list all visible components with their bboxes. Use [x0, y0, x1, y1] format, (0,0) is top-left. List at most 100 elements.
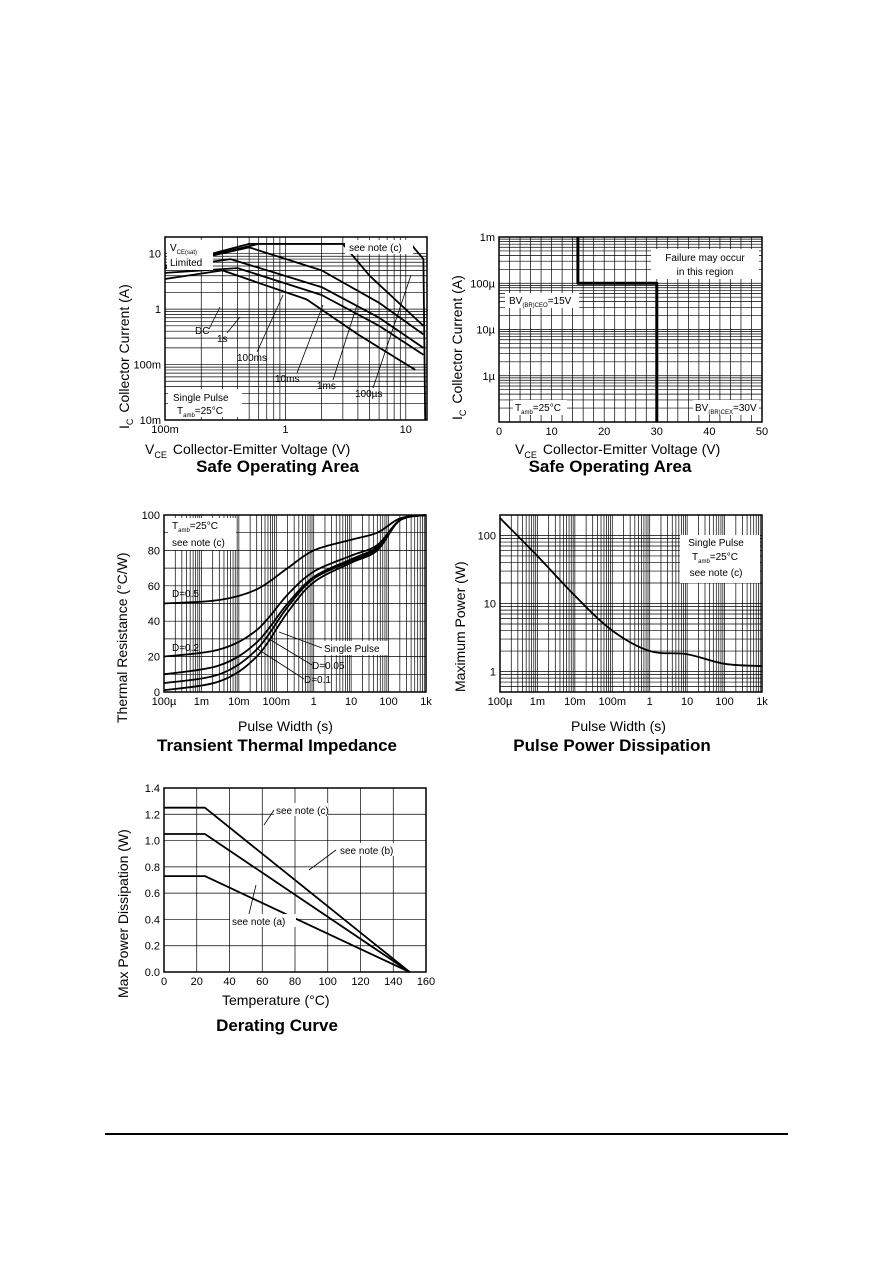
thermal-impedance-ylabel: Thermal Resistance (°C/W)	[114, 552, 130, 723]
derating-label-b: see note (b)	[340, 846, 393, 857]
label-backdrop	[345, 240, 413, 254]
vsat-limited-label: Limited	[170, 258, 202, 269]
x-tick-label: 10	[345, 696, 357, 708]
x-tick-label: 120	[351, 976, 369, 988]
thermal-series-single-line	[163, 514, 427, 692]
x-tick-label: 160	[417, 976, 435, 988]
pulse-power-plot: 100µ 1m 10m 100m 1 10 100 1k 1 10 100 Single Pulse T…	[452, 514, 768, 734]
y-tick-label: 100	[142, 510, 160, 522]
soa-linear-title: Safe Operating Area	[528, 457, 692, 476]
derating-label-a: see note (a)	[232, 917, 285, 928]
annotation-leader	[308, 849, 337, 871]
label-d02: D=0.2	[172, 643, 199, 654]
label-backdrop	[680, 535, 760, 583]
x-tick-label: 10	[545, 426, 557, 438]
soa-linear-plot: 0 10 20 30 40 50 1µ 10µ 100µ 1m Failure may occur i…	[449, 232, 768, 460]
y-tick-label: 40	[148, 616, 160, 628]
y-tick-label: 100	[478, 530, 496, 542]
y-tick-label: 0	[154, 687, 160, 699]
x-tick-label: 1m	[530, 696, 545, 708]
y-tick-label: 100µ	[470, 278, 495, 290]
label-backdrop	[168, 518, 236, 550]
derating-plot: 0 20 40 60 80 100 120 140 160 0.0 0.2 0.4 0.6 0.8 1.0 1…	[115, 783, 435, 1008]
soa-linear-ylabel: ICCollector Current (A)	[449, 275, 468, 420]
x-tick-label: 10	[681, 696, 693, 708]
label-backdrop	[505, 293, 579, 308]
bv-ceo-label: BV(BR)CEO=15V	[509, 296, 572, 309]
annotation-leader	[208, 306, 221, 330]
derating-note-b-line	[164, 833, 411, 973]
pulse-label: Single Pulse	[688, 538, 744, 549]
label-backdrop	[651, 249, 759, 279]
pulse-power-line	[499, 517, 763, 667]
thermal-impedance-plot: 100µ 1m 10m 100m 1 10 100 1k 0 20 40 60 80 100 Tamb=25…	[114, 510, 432, 734]
y-tick-label: 0.4	[145, 914, 160, 926]
x-tick-label: 20	[598, 426, 610, 438]
y-tick-label: 0.6	[145, 888, 160, 900]
y-tick-label: 60	[148, 581, 160, 593]
label-backdrop	[693, 400, 759, 415]
soa-log-title: Safe Operating Area	[196, 457, 359, 476]
label-backdrop	[167, 240, 213, 270]
label-backdrop	[338, 843, 404, 856]
x-tick-label: 100	[379, 696, 397, 708]
plot-frame	[163, 787, 427, 973]
label-dc: DC	[195, 326, 209, 337]
y-tick-label: 20	[148, 652, 160, 664]
pulse-power-ylabel: Maximum Power (W)	[452, 561, 468, 692]
thermal-note: see note (c)	[172, 538, 225, 549]
derating-chart: 0 20 40 60 80 100 120 140 160 0.0 0.2 0.4 0.6 0.8 1.0 1…	[112, 780, 442, 1040]
plot-frame	[164, 236, 428, 421]
y-tick-label: 80	[148, 545, 160, 557]
derating-xlabel: Temperature (°C)	[222, 992, 330, 1008]
plot-frame	[499, 514, 763, 693]
x-tick-label: 100µ	[152, 696, 177, 708]
annotation-leader	[332, 304, 358, 381]
label-backdrop	[274, 803, 328, 816]
label-100us: 100µs	[355, 389, 382, 400]
soa-chart-log: 100m 1 10 10m 100m 1 10 VCE(sat) Limited see note…	[115, 225, 440, 485]
pulse-power-chart: 100µ 1m 10m 100m 1 10 100 1k 1 10 100 Single Pulse T…	[447, 505, 777, 760]
label-d005: D=0.05	[312, 661, 345, 672]
y-tick-label: 10	[149, 249, 161, 261]
bv-cex-label: BV(BR)CEX=30V	[695, 403, 757, 416]
derating-note-c-line	[164, 806, 411, 973]
failure-boundary-line	[576, 237, 659, 422]
y-tick-label: 100m	[133, 360, 161, 372]
label-single-pulse: Single Pulse	[324, 644, 380, 655]
footer-rule	[105, 1133, 788, 1135]
plot-frame	[498, 236, 763, 423]
x-tick-label: 40	[223, 976, 235, 988]
pulse-power-title: Pulse Power Dissipation	[513, 736, 711, 755]
y-tick-label: 1	[155, 304, 161, 316]
tamb-label: Tamb=25°C	[515, 403, 561, 416]
y-tick-label: 10	[484, 599, 496, 611]
x-tick-label: 100	[319, 976, 337, 988]
thermal-series-d05-line	[163, 514, 427, 605]
y-tick-label: 0.2	[145, 941, 160, 953]
label-backdrop	[513, 400, 567, 415]
pulse-note: see note (c)	[690, 568, 743, 579]
label-backdrop	[230, 914, 296, 927]
x-tick-label: 40	[703, 426, 715, 438]
x-tick-label: 100m	[599, 696, 627, 708]
x-tick-label: 1	[282, 424, 288, 436]
label-1ms: 1ms	[317, 381, 336, 392]
tamb-label: Tamb=25°C	[172, 521, 218, 534]
soa-log-ylabel: ICCollector Current (A)	[116, 284, 135, 429]
x-tick-label: 140	[384, 976, 402, 988]
x-tick-label: 100	[715, 696, 733, 708]
label-1s: 1s	[217, 334, 228, 345]
label-backdrop	[322, 641, 388, 655]
x-tick-label: 1k	[756, 696, 768, 708]
soa-linear-xlabel: VCE Collector-Emitter Voltage (V)	[515, 441, 720, 460]
x-tick-label: 30	[651, 426, 663, 438]
y-tick-label: 1µ	[483, 371, 496, 383]
annotation-leader	[263, 809, 275, 826]
annotation-leader	[255, 647, 305, 680]
label-d05: D=0.5	[172, 589, 199, 600]
annotation-leader	[256, 294, 284, 353]
pulse-power-xlabel: Pulse Width (s)	[571, 718, 666, 734]
soa-log-xlabel: VCE Collector-Emitter Voltage (V)	[145, 441, 350, 460]
